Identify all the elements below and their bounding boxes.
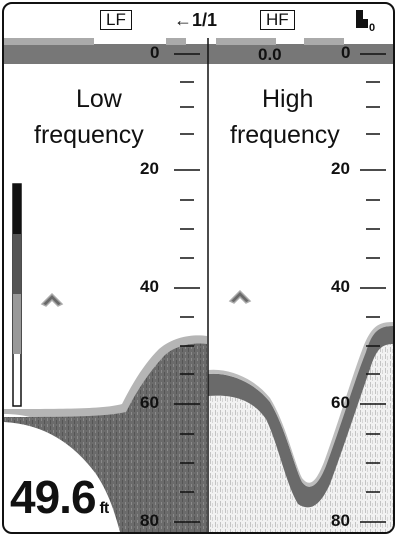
right-depth-label-0: 0	[341, 43, 351, 62]
right-depth-label-80: 80	[331, 511, 350, 530]
left-depth-label-20: 20	[140, 159, 159, 178]
header-bar: LF ←1/1 HF 0	[4, 4, 393, 38]
left-depth-label-40: 40	[140, 277, 159, 296]
left-depth-label-0: 0	[150, 43, 160, 62]
left-depth-label-80: 80	[140, 511, 159, 530]
band-segment	[304, 38, 344, 45]
right-depth-label-60: 60	[331, 393, 350, 412]
band-segment	[166, 38, 186, 45]
fish-echo-icon	[40, 292, 64, 307]
band-segment	[4, 38, 94, 45]
left-depth-scale	[174, 53, 200, 523]
zoom-ratio[interactable]: ←1/1	[174, 10, 218, 30]
left-title-line2: frequency	[34, 121, 144, 149]
high-frequency-tag[interactable]: HF	[260, 10, 295, 30]
right-title-line2: frequency	[230, 121, 340, 149]
right-title-line1: High	[262, 85, 314, 113]
offset-readout: 0.0	[258, 45, 282, 64]
transducer-icon: 0	[356, 10, 375, 32]
right-depth-scale	[360, 53, 386, 523]
low-frequency-tag[interactable]: LF	[100, 10, 132, 30]
depth-readout: 49.6 ft	[10, 471, 110, 532]
fish-echo-icon	[228, 289, 252, 304]
right-depth-label-20: 20	[331, 159, 350, 178]
depth-unit: ft	[99, 500, 110, 517]
depth-value: 49.6	[10, 471, 97, 523]
svg-text:0: 0	[369, 22, 375, 32]
left-depth-label-60: 60	[140, 393, 159, 412]
echogram	[4, 38, 393, 532]
left-title-line1: Low	[76, 85, 122, 113]
band-segment	[216, 38, 276, 45]
high-frequency-bottom-echo	[208, 322, 393, 532]
low-frequency-bottom-echo	[4, 335, 207, 532]
right-depth-label-40: 40	[331, 277, 350, 296]
